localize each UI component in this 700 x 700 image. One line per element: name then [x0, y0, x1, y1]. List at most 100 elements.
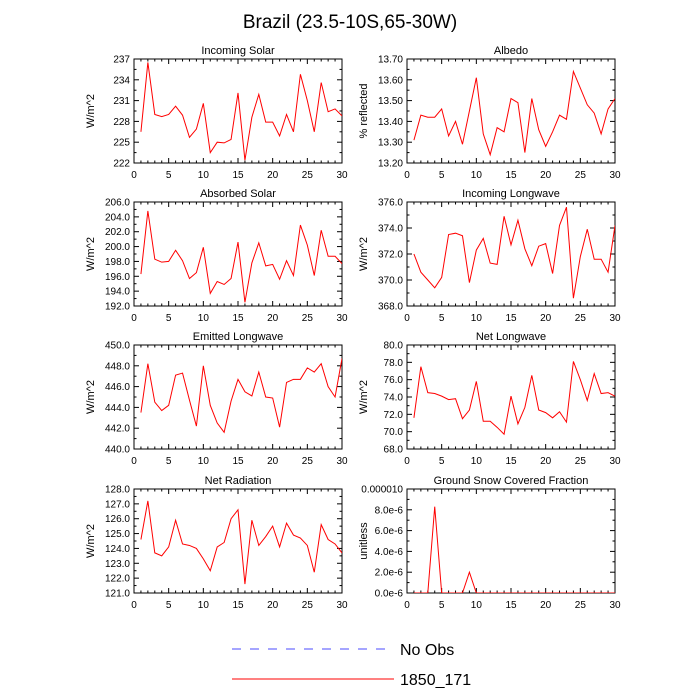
series-line-incoming-solar [140, 62, 342, 161]
x-tick-label: 20 [267, 170, 279, 181]
y-tick-label: 222 [113, 159, 130, 170]
panel-ground-snow-covered-fraction: Ground Snow Covered Fraction unitless 0 5 10… [358, 475, 621, 611]
panel-incoming-solar: Incoming Solar W/m^2 0 5 10 15 20 25 30 222 225 228… [85, 45, 348, 181]
panel-title-incoming-longwave: Incoming Longwave [462, 188, 560, 200]
x-tick-label: 25 [575, 313, 587, 324]
y-tick-label: 204.0 [105, 212, 130, 223]
x-tick-label: 10 [471, 313, 483, 324]
panel-title-net-radiation: Net Radiation [205, 475, 272, 487]
y-tick-label: 374.0 [378, 224, 403, 235]
legend: No Obs 1850_171 [232, 642, 471, 689]
x-tick-label: 0 [131, 456, 137, 467]
x-tick-label: 5 [439, 456, 445, 467]
x-tick-label: 25 [575, 456, 587, 467]
y-tick-label: 225 [113, 138, 130, 149]
y-axis-label-albedo: % reflected [358, 83, 370, 138]
x-tick-label: 5 [439, 313, 445, 324]
plot-frame-absorbed-solar [133, 201, 343, 307]
panel-title-incoming-solar: Incoming Solar [201, 45, 275, 57]
y-tick-label: 13.70 [378, 55, 403, 66]
main-title: Brazil (23.5-10S,65-30W) [243, 12, 457, 33]
y-tick-label: 442.0 [105, 424, 130, 435]
x-tick-label: 0 [404, 456, 410, 467]
y-tick-label: 192.0 [105, 302, 130, 313]
y-tick-label: 13.20 [378, 159, 403, 170]
y-tick-label: 80.0 [384, 341, 404, 352]
x-tick-label: 15 [505, 313, 517, 324]
y-tick-label: 228 [113, 117, 130, 128]
y-tick-label: 196.0 [105, 272, 130, 283]
x-tick-label: 30 [609, 600, 621, 611]
y-tick-label: 125.0 [105, 529, 130, 540]
panel-title-absorbed-solar: Absorbed Solar [200, 188, 276, 200]
y-tick-label: 13.30 [378, 138, 403, 149]
x-tick-label: 20 [540, 600, 552, 611]
y-tick-label: 70.0 [384, 427, 404, 438]
x-tick-label: 30 [336, 170, 348, 181]
y-tick-label: 448.0 [105, 361, 130, 372]
y-axis-label-absorbed-solar: W/m^2 [85, 237, 97, 271]
x-tick-label: 10 [198, 456, 210, 467]
x-tick-label: 10 [198, 600, 210, 611]
y-tick-label: 121.0 [105, 589, 130, 600]
x-tick-label: 25 [302, 313, 314, 324]
y-tick-label: 0.0e-6 [375, 589, 404, 600]
x-tick-label: 5 [166, 313, 172, 324]
panel-emitted-longwave: Emitted Longwave W/m^2 0 5 10 15 20 25 30 440.0 44… [85, 331, 348, 467]
x-tick-label: 25 [302, 600, 314, 611]
y-tick-label: 124.0 [105, 544, 130, 555]
series-line-net-radiation [140, 500, 342, 585]
x-tick-label: 0 [131, 313, 137, 324]
x-tick-label: 30 [336, 456, 348, 467]
x-tick-label: 15 [505, 170, 517, 181]
y-tick-label: 444.0 [105, 403, 130, 414]
y-tick-label: 13.60 [378, 75, 403, 86]
panel-title-net-longwave: Net Longwave [476, 331, 546, 343]
legend-label-1850-171: 1850_171 [400, 672, 471, 689]
y-tick-label: 127.0 [105, 499, 130, 510]
plot-frame-net-radiation [133, 488, 343, 594]
y-tick-label: 126.0 [105, 514, 130, 525]
x-tick-label: 5 [166, 456, 172, 467]
x-tick-label: 30 [336, 313, 348, 324]
x-tick-label: 25 [302, 170, 314, 181]
plot-frame-incoming-longwave [406, 201, 616, 307]
y-tick-label: 440.0 [105, 445, 130, 456]
y-tick-label: 128.0 [105, 485, 130, 496]
y-tick-label: 78.0 [384, 358, 404, 369]
y-tick-label: 446.0 [105, 382, 130, 393]
y-tick-label: 6.0e-6 [375, 526, 404, 537]
y-tick-label: 122.0 [105, 574, 130, 585]
x-tick-label: 10 [471, 170, 483, 181]
x-tick-label: 15 [232, 600, 244, 611]
x-tick-label: 5 [439, 170, 445, 181]
y-tick-label: 231 [113, 96, 130, 107]
series-line-emitted-longwave [140, 358, 342, 434]
y-tick-label: 194.0 [105, 287, 130, 298]
panel-albedo: Albedo % reflected 0 5 10 15 20 25 30 13.20 13.30 1… [358, 45, 621, 181]
x-tick-label: 15 [505, 456, 517, 467]
x-tick-label: 20 [540, 170, 552, 181]
x-tick-label: 20 [540, 313, 552, 324]
plot-frame-ground-snow-covered-fraction [406, 488, 616, 594]
y-axis-label-incoming-longwave: W/m^2 [358, 237, 370, 271]
legend-label-no-obs: No Obs [400, 642, 454, 659]
x-tick-label: 10 [471, 456, 483, 467]
x-tick-label: 0 [404, 600, 410, 611]
y-tick-label: 376.0 [378, 198, 403, 209]
x-tick-label: 20 [540, 456, 552, 467]
x-tick-label: 15 [232, 456, 244, 467]
x-tick-label: 30 [609, 170, 621, 181]
y-axis-label-net-longwave: W/m^2 [358, 380, 370, 414]
y-tick-label: 2.0e-6 [375, 568, 404, 579]
y-tick-label: 450.0 [105, 341, 130, 352]
panel-net-longwave: Net Longwave W/m^2 0 5 10 15 20 25 30 68.0 70.0 72.… [358, 331, 621, 467]
x-tick-label: 10 [198, 313, 210, 324]
series-line-net-longwave [413, 361, 615, 436]
plot-frame-albedo [406, 58, 616, 164]
series-line-ground-snow-covered-fraction [413, 506, 615, 593]
x-tick-label: 10 [471, 600, 483, 611]
y-tick-label: 72.0 [384, 410, 404, 421]
y-tick-label: 4.0e-6 [375, 547, 404, 558]
x-tick-label: 30 [609, 456, 621, 467]
